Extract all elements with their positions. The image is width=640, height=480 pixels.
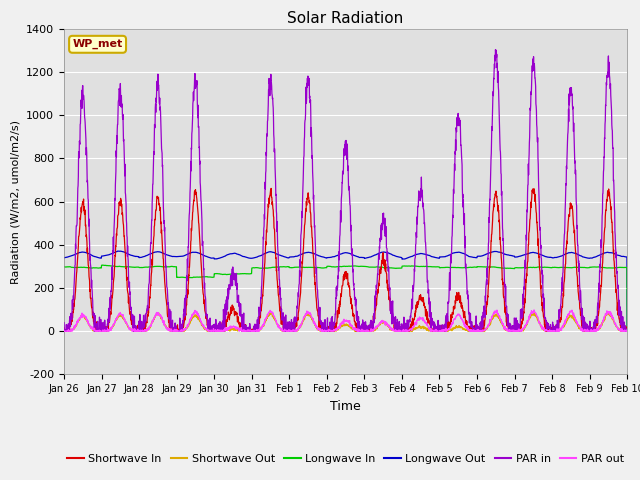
Legend: Shortwave In, Shortwave Out, Longwave In, Longwave Out, PAR in, PAR out: Shortwave In, Shortwave Out, Longwave In… (63, 449, 628, 468)
Title: Solar Radiation: Solar Radiation (287, 11, 404, 26)
Text: WP_met: WP_met (72, 39, 123, 49)
Y-axis label: Radiation (W/m2, umol/m2/s): Radiation (W/m2, umol/m2/s) (11, 120, 20, 284)
X-axis label: Time: Time (330, 400, 361, 413)
